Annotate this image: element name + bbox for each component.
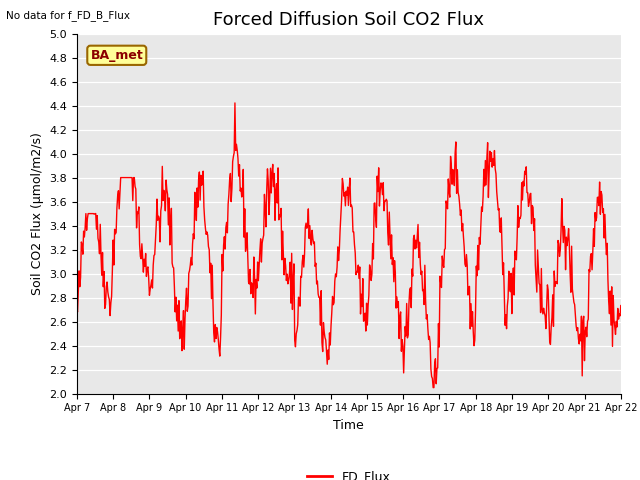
Legend: FD_Flux: FD_Flux bbox=[302, 465, 396, 480]
X-axis label: Time: Time bbox=[333, 419, 364, 432]
Title: Forced Diffusion Soil CO2 Flux: Forced Diffusion Soil CO2 Flux bbox=[213, 11, 484, 29]
Y-axis label: Soil CO2 Flux (μmol/m2/s): Soil CO2 Flux (μmol/m2/s) bbox=[31, 132, 44, 295]
Text: BA_met: BA_met bbox=[90, 49, 143, 62]
Text: No data for f_FD_B_Flux: No data for f_FD_B_Flux bbox=[6, 10, 131, 21]
